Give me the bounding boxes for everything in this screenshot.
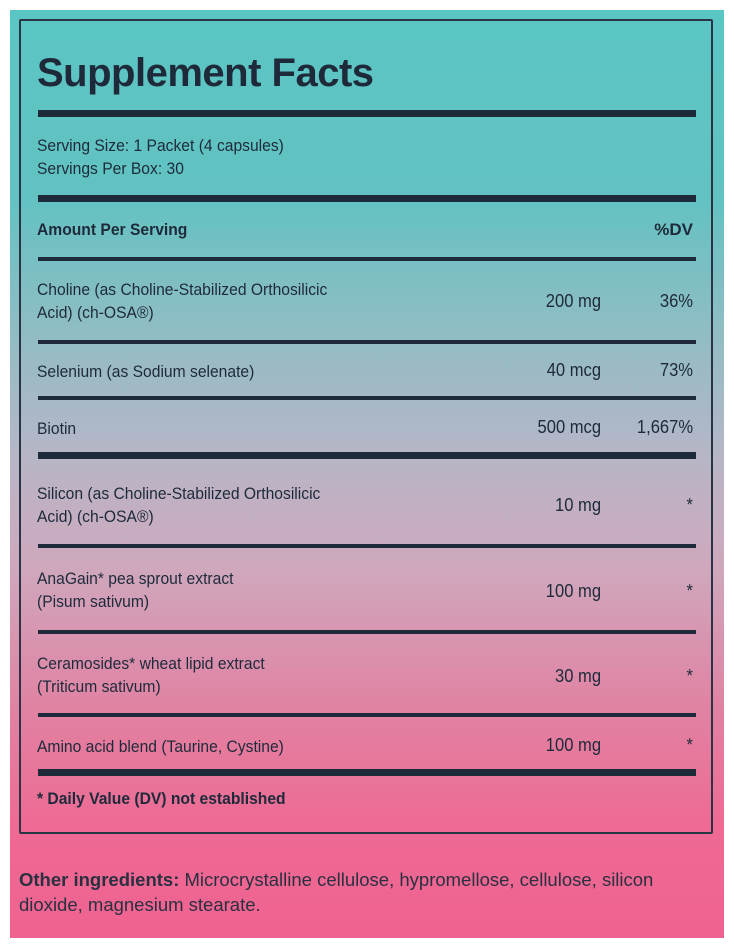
divider-thin bbox=[38, 713, 696, 717]
divider-thick bbox=[38, 769, 696, 776]
ingredient-amount: 200 mg bbox=[545, 291, 601, 311]
ingredient-dv: 1,667% bbox=[636, 417, 693, 437]
ingredient-name: Biotin bbox=[37, 419, 77, 438]
supplement-label-panel: Supplement Facts Serving Size: 1 Packet … bbox=[10, 10, 724, 938]
ingredient-amount: 40 mcg bbox=[546, 360, 601, 380]
ingredient-name-line2: (Triticum sativum) bbox=[37, 677, 161, 696]
amount-per-serving-header: Amount Per Serving bbox=[37, 220, 188, 239]
ingredient-name: Silicon (as Choline-Stabilized Orthosili… bbox=[37, 484, 321, 503]
ingredient-name: Selenium (as Sodium selenate) bbox=[37, 362, 255, 381]
label-title: Supplement Facts bbox=[37, 51, 374, 95]
divider-thin bbox=[38, 340, 696, 344]
ingredient-dv: * bbox=[686, 666, 693, 686]
ingredient-amount: 30 mg bbox=[554, 666, 601, 686]
ingredient-name: Choline (as Choline-Stabilized Orthosili… bbox=[37, 280, 328, 299]
dv-header: %DV bbox=[654, 220, 693, 239]
ingredient-dv: * bbox=[686, 735, 693, 755]
ingredient-dv: * bbox=[686, 581, 693, 601]
other-ingredients: Other ingredients: Microcrystalline cell… bbox=[19, 867, 719, 917]
ingredient-name: Ceramosides* wheat lipid extract bbox=[37, 654, 265, 673]
ingredient-dv: 73% bbox=[659, 360, 693, 380]
ingredient-name-line2: Acid) (ch-OSA®) bbox=[37, 507, 154, 526]
ingredient-amount: 100 mg bbox=[545, 735, 601, 755]
ingredient-amount: 500 mcg bbox=[537, 417, 601, 437]
servings-per-box: Servings Per Box: 30 bbox=[37, 159, 184, 178]
divider-thin bbox=[38, 544, 696, 548]
divider-thick bbox=[38, 195, 696, 202]
ingredient-name: Amino acid blend (Taurine, Cystine) bbox=[37, 737, 284, 756]
divider-thin bbox=[38, 630, 696, 634]
divider-thick bbox=[38, 452, 696, 459]
divider-thin bbox=[38, 257, 696, 261]
serving-size: Serving Size: 1 Packet (4 capsules) bbox=[37, 136, 284, 155]
other-ingredients-label: Other ingredients: bbox=[19, 869, 180, 890]
dv-footnote: * Daily Value (DV) not established bbox=[37, 789, 286, 808]
divider-thick bbox=[38, 110, 696, 117]
divider-thin bbox=[38, 396, 696, 400]
ingredient-name-line2: (Pisum sativum) bbox=[37, 592, 150, 611]
ingredient-amount: 100 mg bbox=[545, 581, 601, 601]
ingredient-dv: 36% bbox=[659, 291, 693, 311]
ingredient-name: AnaGain* pea sprout extract bbox=[37, 569, 234, 588]
ingredient-amount: 10 mg bbox=[554, 495, 601, 515]
ingredient-name-line2: Acid) (ch-OSA®) bbox=[37, 303, 154, 322]
other-ingredients-text: Microcrystalline cellulose, hypromellose… bbox=[19, 869, 654, 915]
supplement-facts-box: Supplement Facts Serving Size: 1 Packet … bbox=[19, 19, 713, 834]
ingredient-dv: * bbox=[686, 495, 693, 515]
